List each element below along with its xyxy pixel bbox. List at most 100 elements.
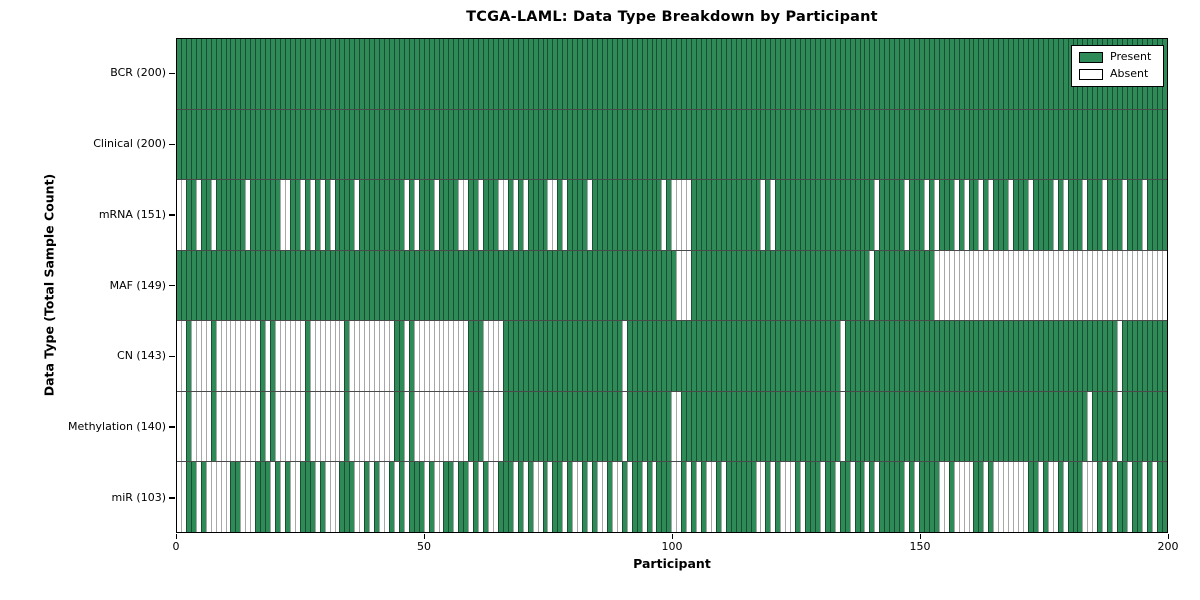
chart-title: TCGA-LAML: Data Type Breakdown by Partic…	[466, 9, 878, 25]
heatmap-cell	[507, 180, 513, 250]
heatmap-cell	[1131, 109, 1137, 180]
heatmap-cell	[1072, 250, 1078, 321]
heatmap-cell	[918, 391, 924, 462]
heatmap-cell	[601, 109, 607, 180]
heatmap-cell	[497, 391, 503, 462]
heatmap-cell	[230, 321, 236, 391]
heatmap-cell	[265, 109, 271, 180]
heatmap-cell	[1092, 391, 1098, 462]
heatmap-cell	[502, 391, 508, 462]
heatmap-cell	[1018, 180, 1023, 250]
heatmap-cell	[636, 250, 642, 321]
heatmap-cell	[839, 39, 845, 109]
heatmap-cell	[1013, 180, 1019, 250]
heatmap-cell	[577, 462, 583, 533]
heatmap-cell	[666, 391, 672, 462]
heatmap-cell	[448, 39, 454, 109]
heatmap-cell	[849, 180, 855, 250]
heatmap-cell	[329, 109, 335, 180]
heatmap-cell	[1052, 391, 1058, 462]
heatmap-cell	[715, 462, 721, 533]
heatmap-cell	[834, 109, 840, 180]
heatmap-cell	[899, 462, 905, 533]
y-tick-label-miR: miR (103)	[111, 490, 167, 504]
heatmap-cell	[691, 321, 697, 391]
heatmap-cell	[299, 109, 305, 180]
heatmap-cell	[532, 180, 538, 250]
heatmap-cell	[547, 109, 553, 180]
heatmap-cell	[998, 250, 1004, 321]
heatmap-cell	[601, 391, 607, 462]
heatmap-cell	[1018, 462, 1023, 533]
heatmap-cell	[1047, 462, 1053, 533]
legend-entry-present: Present	[1079, 51, 1156, 63]
heatmap-cell	[195, 180, 201, 250]
heatmap-cell	[938, 109, 944, 180]
heatmap-cell	[527, 321, 533, 391]
heatmap-cell	[597, 180, 602, 250]
heatmap-cell	[200, 180, 206, 250]
heatmap-cell	[522, 250, 528, 321]
heatmap-cell	[671, 462, 677, 533]
y-tick-mark	[169, 72, 175, 75]
heatmap-cell	[299, 462, 305, 533]
heatmap-cell	[180, 462, 186, 533]
heatmap-cell	[859, 180, 865, 250]
heatmap-cell	[849, 391, 855, 462]
heatmap-cell	[1067, 321, 1073, 391]
heatmap-cell	[1057, 39, 1063, 109]
heatmap-cell	[691, 250, 697, 321]
heatmap-cell	[562, 250, 568, 321]
heatmap-cell	[735, 180, 741, 250]
heatmap-cell	[349, 321, 355, 391]
heatmap-cell	[621, 391, 627, 462]
heatmap-cell	[384, 321, 389, 391]
heatmap-cell	[770, 109, 776, 180]
heatmap-cell	[854, 321, 860, 391]
heatmap-cell	[403, 321, 409, 391]
heatmap-cell	[745, 180, 751, 250]
heatmap-cell	[393, 321, 399, 391]
heatmap-cell	[195, 250, 201, 321]
heatmap-cell	[220, 180, 226, 250]
heatmap-cell	[681, 391, 687, 462]
heatmap-cell	[1062, 321, 1068, 391]
heatmap-cell	[1022, 462, 1028, 533]
heatmap-cell	[522, 39, 528, 109]
heatmap-cell	[177, 180, 181, 250]
heatmap-cell	[418, 250, 424, 321]
heatmap-cell	[626, 39, 632, 109]
heatmap-cell	[537, 391, 543, 462]
heatmap-cell	[245, 109, 251, 180]
heatmap-cell	[1027, 321, 1033, 391]
heatmap-cell	[869, 250, 875, 321]
heatmap-cell	[765, 391, 771, 462]
heatmap-cell	[904, 109, 910, 180]
heatmap-cell	[294, 321, 300, 391]
heatmap-cell	[1077, 250, 1083, 321]
heatmap-cell	[240, 180, 246, 250]
heatmap-cell	[1092, 462, 1098, 533]
heatmap-cell	[914, 462, 919, 533]
heatmap-cell	[428, 39, 434, 109]
heatmap-cell	[280, 180, 285, 250]
heatmap-cell	[958, 391, 964, 462]
heatmap-cell	[894, 250, 900, 321]
heatmap-cell	[725, 462, 731, 533]
heatmap-cell	[324, 39, 330, 109]
heatmap-cell	[973, 109, 979, 180]
heatmap-cell	[616, 109, 622, 180]
heatmap-cell	[314, 180, 320, 250]
heatmap-cell	[458, 462, 464, 533]
heatmap-cell	[507, 109, 513, 180]
heatmap-cell	[884, 39, 890, 109]
heatmap-cell	[289, 462, 295, 533]
heatmap-cell	[1161, 180, 1167, 250]
heatmap-cell	[621, 109, 627, 180]
heatmap-cell	[587, 39, 593, 109]
heatmap-cell	[1127, 321, 1132, 391]
heatmap-cell	[1057, 321, 1063, 391]
heatmap-cell	[616, 180, 622, 250]
heatmap-cell	[324, 250, 330, 321]
heatmap-cell	[507, 391, 513, 462]
